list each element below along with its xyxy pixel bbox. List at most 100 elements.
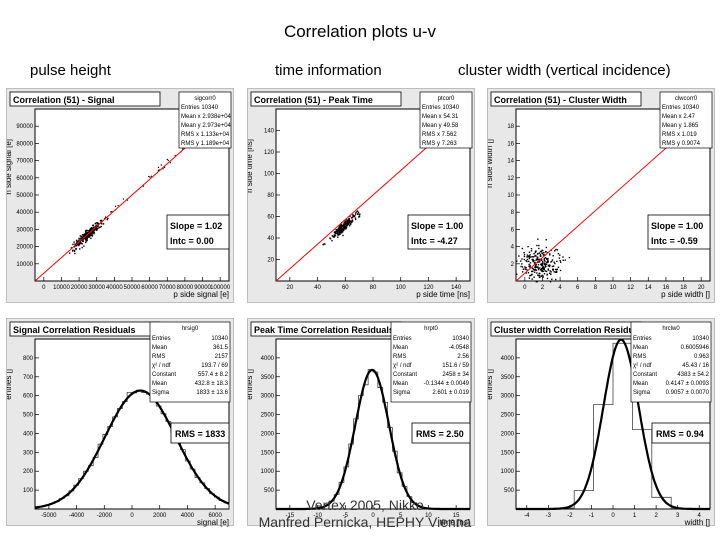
data-point: [110, 211, 112, 213]
data-point: [95, 227, 98, 230]
data-point: [536, 244, 538, 247]
data-point: [337, 227, 340, 229]
data-point: [532, 270, 534, 273]
stats-label: RMS: [633, 354, 646, 360]
x-tick-label: 14: [645, 285, 652, 291]
data-point: [547, 268, 550, 270]
data-point: [528, 263, 530, 266]
data-point: [342, 228, 345, 230]
x-tick-label: -4: [524, 513, 530, 519]
data-point: [345, 223, 347, 226]
data-point: [339, 230, 341, 232]
data-point: [546, 277, 549, 280]
data-point: [122, 198, 125, 200]
stats-value: 193.7 / 69: [201, 363, 228, 369]
data-point: [88, 230, 90, 232]
stats-value: 2.601 ± 0.019: [432, 390, 469, 396]
stats-label: Entries: [152, 336, 171, 342]
data-point: [543, 267, 545, 269]
data-point: [550, 273, 552, 275]
data-point: [75, 239, 78, 242]
data-point: [562, 259, 564, 262]
data-point: [545, 238, 547, 241]
y-tick-label: 60000: [16, 176, 33, 182]
data-point: [182, 148, 184, 150]
data-point: [521, 247, 524, 250]
data-point: [530, 256, 532, 258]
data-point: [78, 242, 81, 244]
stats-box: [659, 91, 713, 149]
data-point: [333, 236, 336, 238]
data-point: [350, 217, 353, 219]
data-point: [102, 223, 105, 225]
data-point: [342, 229, 345, 231]
data-point: [531, 270, 533, 273]
y-axis-label: n side signal [e]: [7, 139, 13, 195]
data-point: [553, 271, 555, 273]
data-point: [531, 256, 534, 258]
data-point: [551, 265, 554, 268]
data-point: [90, 229, 92, 231]
stats-value: 10340: [452, 336, 469, 342]
data-point: [541, 270, 543, 273]
x-axis-label: width []: [684, 518, 710, 527]
data-point: [545, 261, 548, 263]
data-point: [548, 272, 551, 274]
data-point: [540, 275, 542, 278]
data-point: [540, 250, 542, 253]
data-point: [533, 252, 535, 255]
x-tick-label: 80000: [177, 285, 194, 291]
data-point: [337, 228, 339, 231]
data-point: [339, 230, 342, 232]
data-point: [547, 261, 549, 264]
y-tick-label: 10: [507, 193, 514, 199]
stats-value: 10340: [692, 336, 709, 342]
data-point: [351, 216, 353, 219]
data-point: [117, 204, 119, 207]
footer: Vertex 2005, Nikko Manfred Pernicka, HEP…: [240, 497, 490, 531]
data-point: [543, 258, 545, 261]
data-point: [555, 270, 558, 273]
data-point: [81, 246, 83, 249]
data-point: [536, 272, 538, 274]
data-point: [535, 265, 537, 267]
data-point: [516, 273, 518, 275]
data-point: [349, 222, 352, 225]
data-point: [553, 261, 555, 263]
x-tick-label: 40: [314, 285, 321, 291]
data-point: [540, 258, 543, 261]
stats-label: RMS: [152, 354, 165, 360]
data-point: [83, 235, 85, 238]
data-point: [348, 221, 350, 223]
data-point: [547, 265, 550, 267]
x-tick-label: 30000: [88, 285, 105, 291]
data-point: [94, 222, 96, 225]
y-axis-label: n side width []: [488, 139, 494, 188]
data-point: [526, 256, 528, 258]
data-point: [552, 255, 554, 257]
data-point: [555, 271, 558, 273]
data-point: [81, 237, 83, 240]
plot-title: Cluster width Correlation Residuals: [494, 325, 647, 335]
data-point: [340, 226, 342, 228]
fit-slope: Slope = 1.00: [651, 221, 703, 231]
data-point: [85, 240, 88, 242]
plot-title: Correlation (51) - Peak Time: [254, 95, 373, 105]
data-point: [79, 235, 82, 237]
data-point: [74, 243, 76, 245]
peak-time-residuals-panel: Peak Time Correlation Residuals time [ns]…: [247, 318, 475, 527]
y-axis-label: entries []: [248, 369, 254, 400]
data-point: [551, 268, 554, 271]
stats-value: 0.963: [694, 354, 710, 360]
data-point: [82, 239, 84, 242]
data-point: [91, 227, 94, 230]
data-point: [337, 231, 339, 233]
data-point: [343, 222, 345, 224]
data-point: [537, 256, 539, 258]
data-point: [354, 213, 357, 215]
gaussian-fit-curve: [34, 389, 230, 509]
signal-residuals-panel: Signal Correlation Residuals signal [e] en…: [6, 318, 234, 527]
data-point: [516, 260, 518, 262]
data-point: [111, 211, 113, 213]
fit-intercept: Intc = 0.00: [170, 236, 214, 246]
